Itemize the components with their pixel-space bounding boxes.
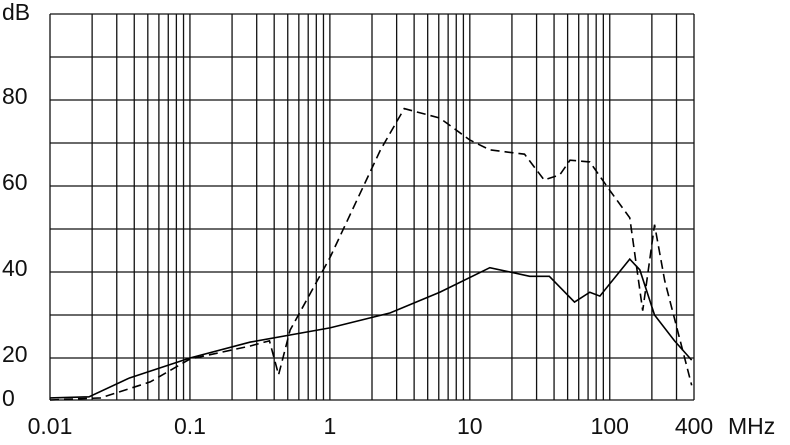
series-line <box>49 257 693 399</box>
x-tick-label: 10 <box>457 413 483 439</box>
y-tick-label: 0 <box>2 385 15 411</box>
x-tick-label: 1 <box>323 413 336 439</box>
y-tick-label: 80 <box>2 83 28 109</box>
x-tick-label: 100 <box>591 413 629 439</box>
x-tick-label: 0.01 <box>28 413 73 439</box>
x-tick-label: 400 <box>675 413 713 439</box>
y-axis-label: dB <box>2 0 30 25</box>
series-line <box>49 107 693 401</box>
y-tick-label: 40 <box>2 255 28 281</box>
y-tick-label: 20 <box>2 341 28 367</box>
x-axis-label: MHz <box>728 413 775 439</box>
y-tick-label: 60 <box>2 169 28 195</box>
x-tick-label: 0.1 <box>174 413 206 439</box>
